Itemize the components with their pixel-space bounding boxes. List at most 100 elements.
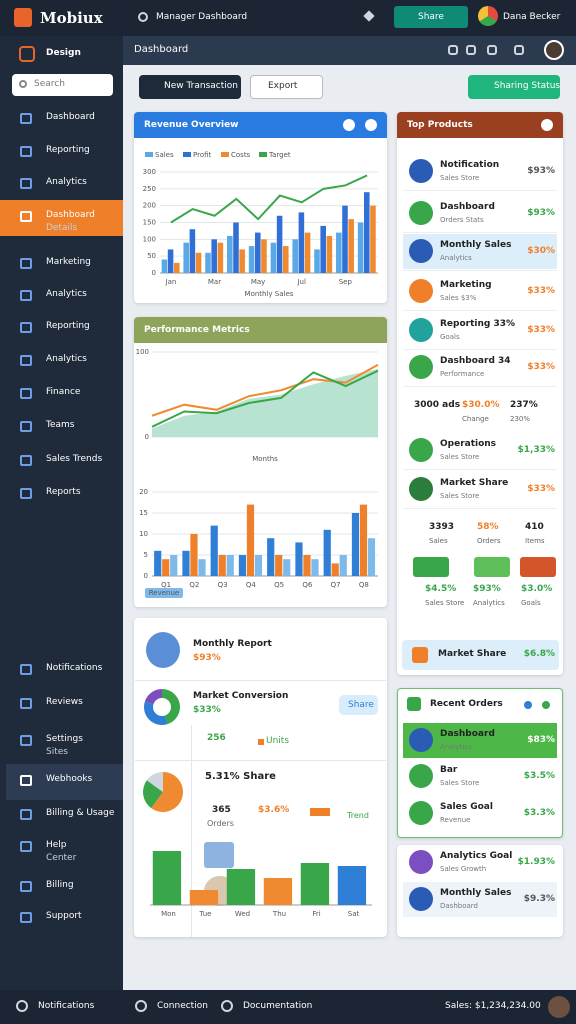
- orders-nav[interactable]: [542, 701, 550, 709]
- item-icon: [409, 850, 433, 874]
- item-title[interactable]: Dashboard 34: [440, 356, 511, 366]
- item-title[interactable]: Notification: [440, 160, 500, 170]
- nav-item[interactable]: Reporting: [46, 145, 90, 155]
- nav-item[interactable]: Reporting: [46, 321, 90, 331]
- item-title[interactable]: Operations: [440, 439, 497, 449]
- share-label[interactable]: Share: [418, 12, 444, 22]
- item-title[interactable]: Monthly Sales: [440, 888, 512, 898]
- nav-item[interactable]: Settings: [46, 734, 83, 744]
- header-icon[interactable]: [466, 45, 476, 55]
- search-icon: [19, 80, 27, 88]
- header-icon[interactable]: [487, 45, 497, 55]
- item-title[interactable]: Monthly Sales: [440, 240, 512, 250]
- orders-title: Recent Orders: [430, 699, 503, 709]
- trend-swatch: [310, 808, 330, 816]
- nav-icon: [20, 388, 32, 399]
- section-icon: [19, 46, 35, 62]
- pie-title: 5.31% Share: [205, 771, 276, 782]
- nav-icon: [20, 146, 32, 157]
- orders-icon: [407, 697, 421, 711]
- nav-item[interactable]: Analytics: [46, 289, 87, 299]
- products-card-title: Top Products: [407, 120, 473, 130]
- item-title[interactable]: Analytics Goal: [440, 851, 513, 861]
- nav-item[interactable]: Finance: [46, 387, 81, 397]
- footer-item[interactable]: Documentation: [243, 1001, 313, 1011]
- search-placeholder: Search: [34, 79, 65, 89]
- share-button[interactable]: [394, 6, 468, 28]
- footer-icon[interactable]: [16, 1000, 28, 1012]
- nav-item[interactable]: Marketing: [46, 257, 91, 267]
- nav-icon: [20, 113, 32, 124]
- footer-item[interactable]: Connection: [157, 1001, 208, 1011]
- orders-nav[interactable]: [524, 701, 532, 709]
- item-icon: [409, 728, 433, 752]
- header-icon[interactable]: [514, 45, 524, 55]
- nav-item[interactable]: Sales Trends: [46, 454, 103, 464]
- nav-icon: [20, 421, 32, 432]
- action-label[interactable]: Sharing Status: [494, 81, 561, 91]
- divider: [403, 232, 557, 233]
- section-title: Design: [46, 48, 81, 58]
- nav-item[interactable]: Reports: [46, 487, 81, 497]
- search-box[interactable]: [12, 74, 113, 96]
- nav-item[interactable]: Support: [46, 911, 82, 921]
- nav-icon: [20, 775, 32, 786]
- item-icon: [409, 764, 433, 788]
- secondary-button[interactable]: [250, 75, 323, 99]
- header-icon[interactable]: [448, 45, 458, 55]
- nav-item[interactable]: Notifications: [46, 663, 103, 673]
- secondary-label[interactable]: Export: [268, 81, 298, 91]
- item-value: $33%: [527, 484, 555, 494]
- nav-item[interactable]: Dashboard: [46, 210, 95, 220]
- nav-item[interactable]: Analytics: [46, 354, 87, 364]
- nav-icon: [20, 355, 32, 366]
- nav-sub: Center: [46, 853, 77, 863]
- logo: Mobiux: [40, 9, 103, 27]
- icons-sub: Sales Store: [425, 599, 465, 607]
- item-title[interactable]: Dashboard: [440, 202, 495, 212]
- nav-item[interactable]: Billing & Usage: [46, 808, 115, 818]
- item-title[interactable]: Market Share: [440, 478, 509, 488]
- stats-value: 237%: [510, 400, 538, 410]
- trio-value: 3393: [429, 522, 455, 532]
- item-title[interactable]: Dashboard: [440, 729, 495, 739]
- card-action[interactable]: [541, 119, 553, 131]
- avatar[interactable]: [478, 6, 498, 26]
- share-pill-label[interactable]: Share: [348, 700, 374, 710]
- nav-item[interactable]: Webhooks: [46, 774, 93, 784]
- share-pill[interactable]: [339, 695, 378, 715]
- nav-item[interactable]: Dashboard: [46, 112, 95, 122]
- footer-icon[interactable]: [135, 1000, 147, 1012]
- nav-item[interactable]: Teams: [46, 420, 75, 430]
- divider: [403, 386, 557, 387]
- divider: [403, 508, 557, 509]
- orders-value: 365: [212, 805, 231, 815]
- nav-item[interactable]: Help: [46, 840, 67, 850]
- item-title[interactable]: Marketing: [440, 280, 492, 290]
- card-action[interactable]: [343, 119, 355, 131]
- highlight-box[interactable]: [402, 640, 559, 670]
- topbar-title: Manager Dashboard: [156, 12, 248, 22]
- performance-card: [134, 317, 387, 607]
- footer-item[interactable]: Notifications: [38, 1001, 95, 1011]
- logo-icon: [14, 8, 32, 27]
- item-title[interactable]: Bar: [440, 765, 458, 775]
- action-button[interactable]: [468, 75, 560, 99]
- primary-label[interactable]: New Transaction: [164, 81, 238, 91]
- item-title[interactable]: Reporting 33%: [440, 319, 516, 329]
- item-value: $33%: [527, 286, 555, 296]
- item-title[interactable]: Sales Goal: [440, 802, 493, 812]
- nav-item[interactable]: Billing: [46, 880, 74, 890]
- footer-icon[interactable]: [221, 1000, 233, 1012]
- item-value: $9.3%: [523, 894, 555, 904]
- item-sub: Orders Stats: [440, 216, 484, 224]
- card-action[interactable]: [365, 119, 377, 131]
- item-sub: Sales Store: [440, 174, 480, 182]
- item-icon: [409, 239, 433, 263]
- nav-item[interactable]: Analytics: [46, 177, 87, 187]
- active-item[interactable]: [6, 764, 123, 800]
- item-value: $93%: [527, 166, 555, 176]
- item-value: $33%: [527, 362, 555, 372]
- nav-item[interactable]: Reviews: [46, 697, 83, 707]
- primary-button[interactable]: [139, 75, 241, 99]
